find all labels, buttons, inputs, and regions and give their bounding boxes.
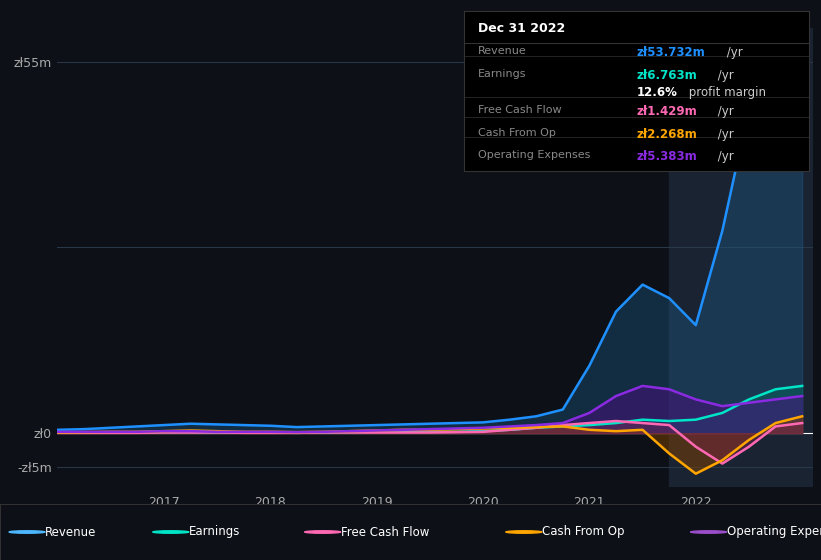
Circle shape bbox=[153, 531, 189, 533]
Bar bbox=[669, 28, 813, 487]
Text: 12.6%: 12.6% bbox=[636, 86, 677, 99]
Text: /yr: /yr bbox=[713, 128, 733, 141]
Text: Dec 31 2022: Dec 31 2022 bbox=[478, 22, 565, 35]
Circle shape bbox=[506, 531, 542, 533]
Text: Operating Expenses: Operating Expenses bbox=[727, 525, 821, 539]
Text: zł53.732m: zł53.732m bbox=[636, 46, 705, 59]
Text: profit margin: profit margin bbox=[685, 86, 765, 99]
Text: Revenue: Revenue bbox=[478, 46, 526, 57]
Text: Free Cash Flow: Free Cash Flow bbox=[341, 525, 429, 539]
Text: Earnings: Earnings bbox=[478, 69, 526, 78]
Text: Earnings: Earnings bbox=[189, 525, 241, 539]
Text: Revenue: Revenue bbox=[45, 525, 97, 539]
Text: Free Cash Flow: Free Cash Flow bbox=[478, 105, 562, 115]
Text: Cash From Op: Cash From Op bbox=[542, 525, 624, 539]
Text: Cash From Op: Cash From Op bbox=[478, 128, 556, 138]
Circle shape bbox=[305, 531, 341, 533]
Text: zł1.429m: zł1.429m bbox=[636, 105, 697, 118]
Text: /yr: /yr bbox=[713, 69, 733, 82]
Text: zł6.763m: zł6.763m bbox=[636, 69, 697, 82]
Text: /yr: /yr bbox=[713, 150, 733, 163]
Text: zł5.383m: zł5.383m bbox=[636, 150, 697, 163]
Circle shape bbox=[690, 531, 727, 533]
Text: /yr: /yr bbox=[723, 46, 743, 59]
Text: Operating Expenses: Operating Expenses bbox=[478, 150, 590, 160]
Text: zł2.268m: zł2.268m bbox=[636, 128, 697, 141]
Text: /yr: /yr bbox=[713, 105, 733, 118]
Circle shape bbox=[9, 531, 45, 533]
